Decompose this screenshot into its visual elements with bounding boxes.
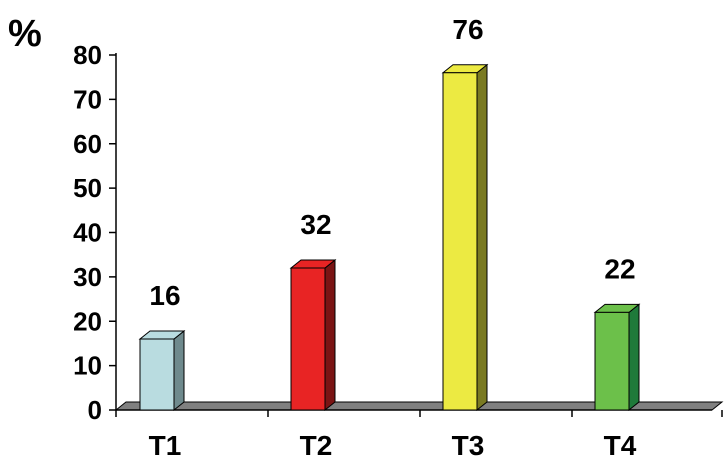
bar-side [173,329,185,412]
y-tick-labels: 0 10 20 30 40 50 60 70 80 [73,40,102,425]
y-tick-label: 30 [73,262,102,292]
y-tick-label: 60 [73,129,102,159]
bar-side [476,63,488,412]
data-label: 32 [300,209,331,240]
bar-t1 [138,329,186,412]
y-tick-label: 10 [73,351,102,381]
data-label: 22 [604,253,635,284]
bar-t3 [441,63,489,412]
bar-t2 [289,258,337,412]
bar-front [139,338,175,411]
y-tick-label: 40 [73,218,102,248]
y-tick-label: 80 [73,40,102,70]
bar-front [442,72,478,411]
bar-front [594,311,630,411]
y-tick-label: 50 [73,173,102,203]
data-label: 16 [149,280,180,311]
y-axis-unit-label: % [8,13,42,55]
y-tick-label: 20 [73,306,102,336]
category-label: T3 [452,430,485,461]
bar-t4 [593,303,641,412]
y-tick-label: 0 [88,395,102,425]
data-label: 76 [452,14,483,45]
y-tick-label: 70 [73,84,102,114]
bar-front [290,267,326,411]
chart-bars [138,63,641,412]
category-label: T4 [604,430,637,461]
bar-side [628,303,640,412]
data-labels: 16 32 76 22 [149,14,635,311]
bar-side [324,258,336,412]
category-labels: T1 T2 T3 T4 [149,430,637,461]
category-label: T2 [300,430,333,461]
category-label: T1 [149,430,182,461]
